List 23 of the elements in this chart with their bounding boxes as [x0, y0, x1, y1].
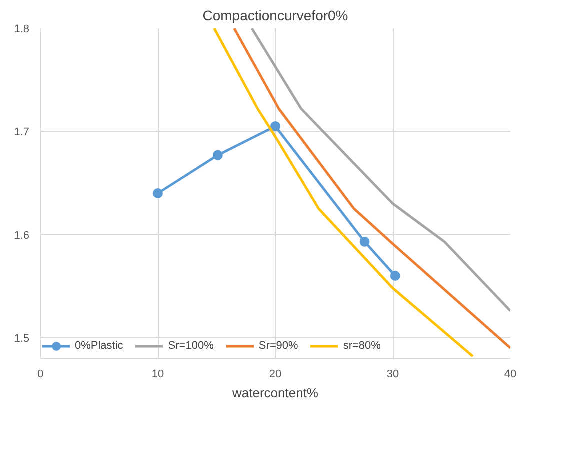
chart-title: Compactioncurvefor0%	[202, 8, 348, 24]
point	[153, 188, 163, 198]
x-tick-label: 20	[269, 368, 282, 380]
y-tick-label: 1.8	[14, 24, 30, 36]
x-tick-label: 40	[504, 368, 517, 380]
x-tick-label: 30	[386, 368, 400, 380]
x-tick-label: 10	[152, 368, 164, 380]
legend-label: Sr=100%	[168, 340, 214, 352]
line-series	[250, 28, 510, 312]
point	[360, 236, 370, 247]
y-tick-label: 1.5	[14, 332, 30, 345]
legend-label: sr=80%	[343, 340, 381, 352]
legend-label: 0%Plastic	[75, 340, 124, 352]
y-tick-label: 1.7	[14, 126, 30, 139]
y-tick-label: 1.6	[14, 230, 30, 242]
point	[270, 121, 280, 132]
line-series	[213, 28, 474, 358]
line-series	[233, 28, 510, 350]
x-axis-title: watercontent%	[232, 386, 319, 400]
point	[212, 150, 223, 160]
legend-label: Sr=90%	[258, 340, 298, 352]
point	[390, 271, 400, 281]
x-tick-label: 0	[37, 368, 44, 380]
